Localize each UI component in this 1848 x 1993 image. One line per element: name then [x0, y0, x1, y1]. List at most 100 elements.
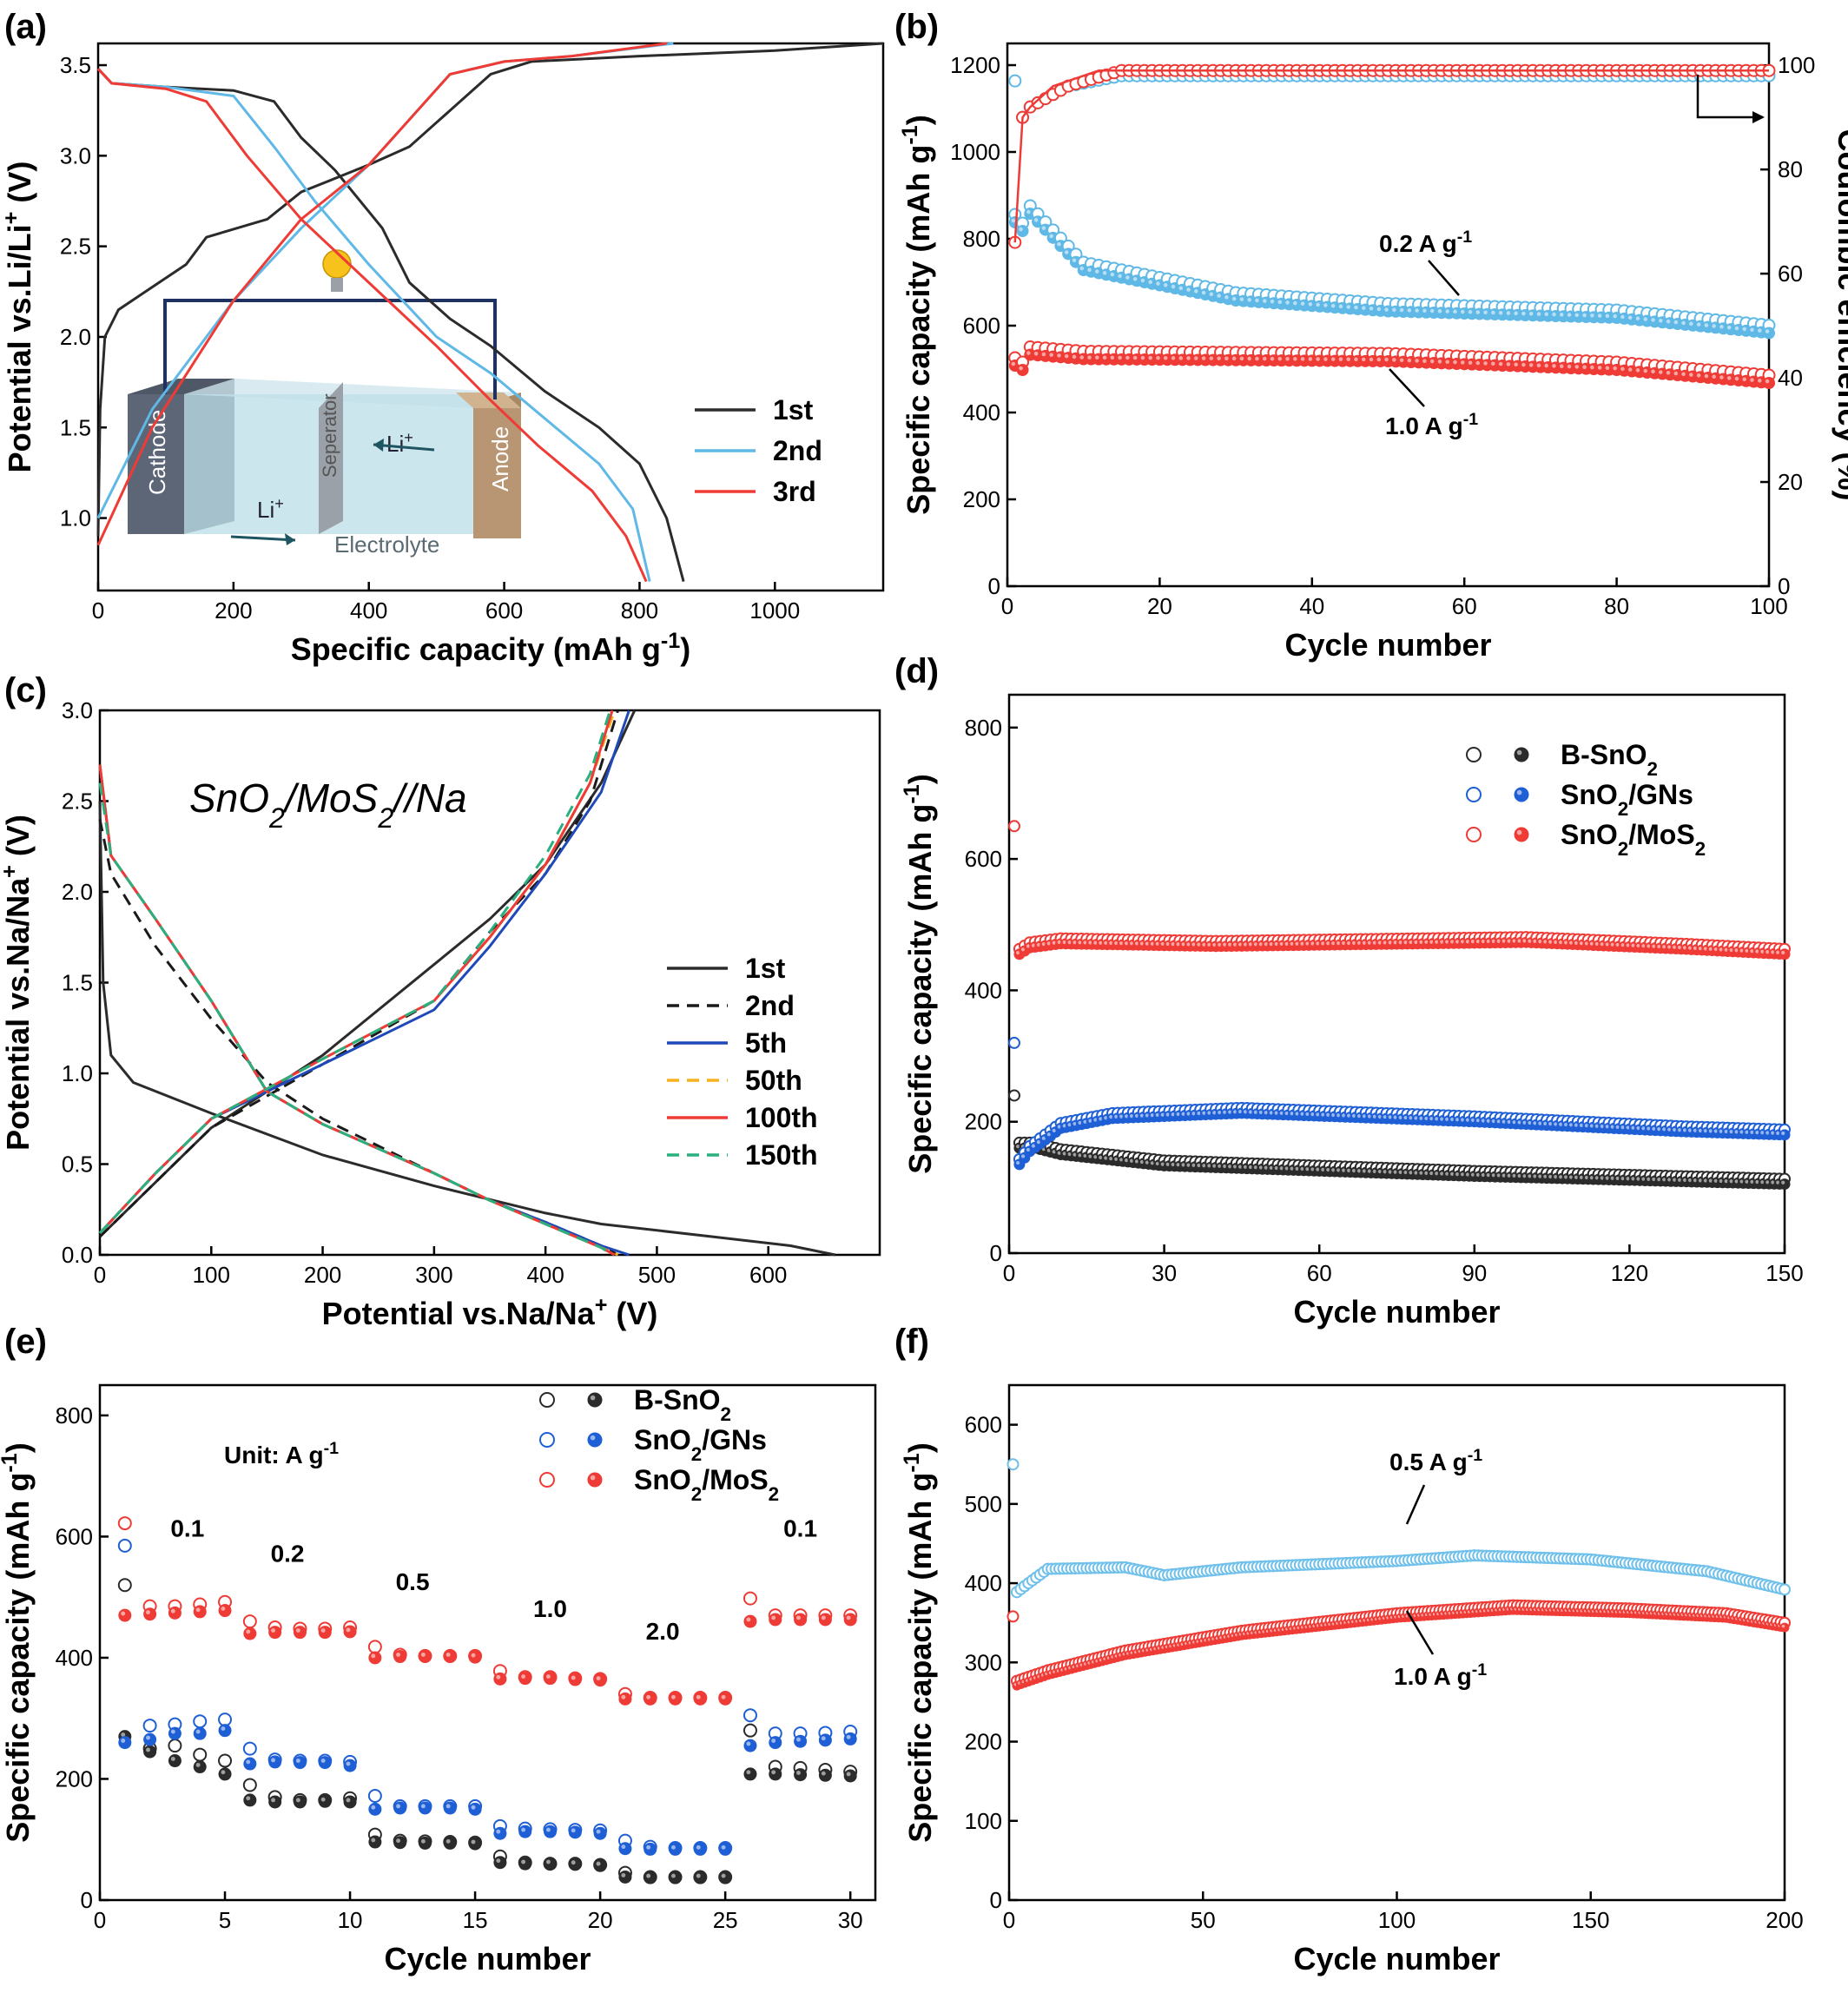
point-highlight — [1223, 1164, 1227, 1169]
filled-point — [1779, 1178, 1791, 1191]
point-highlight — [646, 1845, 651, 1850]
point-highlight — [1109, 1115, 1113, 1119]
charge-point — [368, 1651, 382, 1665]
point-highlight — [846, 1772, 851, 1777]
point-highlight — [1483, 361, 1488, 366]
point-highlight — [1658, 370, 1663, 374]
filled-point — [1779, 1129, 1791, 1141]
point-highlight — [1481, 1119, 1486, 1123]
point-highlight — [320, 1628, 326, 1633]
point-highlight — [1062, 940, 1066, 945]
charge-point — [493, 1672, 507, 1686]
point-highlight — [1455, 940, 1460, 944]
x-tick-label: 600 — [485, 597, 523, 624]
point-highlight — [1270, 356, 1275, 361]
point-highlight — [1506, 362, 1511, 366]
point-highlight — [1119, 1158, 1124, 1162]
y-tick-label: 800 — [965, 715, 1002, 741]
annotation-arrow — [1389, 368, 1425, 407]
text-part: ) — [902, 774, 938, 784]
point-highlight — [1678, 1178, 1682, 1182]
point-highlight — [1765, 329, 1770, 333]
curve-2nd — [98, 709, 619, 1238]
point-highlight — [1605, 1125, 1609, 1129]
point-highlight — [1605, 313, 1610, 319]
point-highlight — [1326, 941, 1330, 946]
point-highlight — [1119, 1114, 1124, 1119]
point-highlight — [1052, 940, 1056, 945]
point-highlight — [1693, 946, 1698, 950]
point-highlight — [1559, 1175, 1563, 1179]
point-highlight — [1564, 1122, 1568, 1127]
point-highlight — [1475, 360, 1481, 366]
point-highlight — [1253, 942, 1258, 947]
point-highlight — [1099, 1155, 1103, 1159]
point-highlight — [1635, 368, 1640, 373]
point-highlight — [1739, 1130, 1744, 1134]
point-highlight — [1620, 314, 1625, 320]
point-highlight — [1228, 942, 1232, 947]
point-highlight — [1507, 939, 1511, 943]
point-highlight — [1626, 1177, 1630, 1181]
point-highlight — [1087, 355, 1092, 360]
charge-point — [468, 1802, 482, 1816]
point-highlight — [1011, 361, 1016, 366]
point-highlight — [1673, 1178, 1677, 1182]
charge-point — [193, 1726, 207, 1740]
point-highlight — [1293, 300, 1297, 306]
text-part: 2 — [1695, 838, 1706, 860]
point-highlight — [1310, 1167, 1315, 1171]
point-highlight — [1631, 943, 1635, 947]
point-highlight — [1582, 365, 1587, 369]
point-highlight — [1521, 311, 1526, 316]
charge-point — [669, 1842, 683, 1856]
point-highlight — [1453, 309, 1457, 314]
point-highlight — [1687, 946, 1693, 950]
point-highlight — [1212, 1164, 1217, 1168]
point-highlight — [1290, 1112, 1294, 1116]
point-highlight — [1064, 250, 1069, 254]
point-highlight — [1758, 379, 1762, 383]
point-highlight — [696, 1873, 701, 1878]
point-highlight — [146, 1747, 150, 1752]
point-highlight — [596, 1676, 601, 1681]
point-highlight — [721, 1845, 726, 1850]
point-highlight — [1450, 1171, 1455, 1176]
point-highlight — [1533, 1174, 1537, 1178]
x-tick-label: 50 — [1191, 1907, 1216, 1933]
point-highlight — [1781, 1624, 1785, 1628]
point-highlight — [1377, 1114, 1382, 1119]
capacity-filled-point — [1763, 327, 1775, 340]
charge-point — [168, 1606, 182, 1620]
y2-tick-label: 20 — [1778, 469, 1803, 495]
point-highlight — [1512, 1173, 1516, 1178]
charge-point — [393, 1650, 407, 1664]
point-highlight — [1636, 943, 1640, 948]
y-axis-label: Specific capacity (mAh g-1) — [900, 774, 938, 1174]
point-highlight — [1594, 1176, 1599, 1180]
point-highlight — [1662, 1178, 1666, 1182]
point-highlight — [195, 1762, 201, 1767]
point-highlight — [1409, 940, 1413, 945]
point-highlight — [1765, 379, 1770, 384]
point-highlight — [1118, 274, 1122, 279]
point-highlight — [1016, 950, 1020, 955]
text-part: 2 — [1647, 758, 1658, 780]
point-highlight — [1372, 1169, 1376, 1173]
y-tick-label: 200 — [963, 486, 1000, 512]
point-highlight — [1729, 1179, 1733, 1184]
text-part: 1.0 A g — [1394, 1663, 1472, 1690]
charge-point — [644, 1842, 657, 1856]
point-highlight — [295, 1628, 300, 1633]
legend-label: SnO2/GNs — [634, 1424, 767, 1465]
point-highlight — [1109, 1157, 1113, 1161]
point-highlight — [1465, 1172, 1470, 1177]
panel-label: (b) — [894, 8, 939, 46]
point-highlight — [1437, 360, 1442, 364]
point-highlight — [1125, 355, 1130, 360]
point-highlight — [396, 1804, 401, 1809]
point-highlight — [1636, 1125, 1640, 1131]
point-highlight — [1036, 1140, 1041, 1145]
first-discharge-point — [1007, 1089, 1020, 1102]
point-highlight — [1424, 1171, 1429, 1175]
